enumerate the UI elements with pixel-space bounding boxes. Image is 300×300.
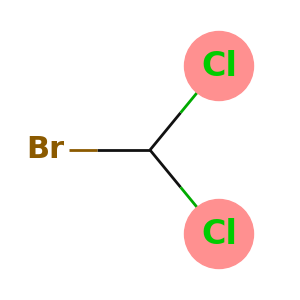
Text: Br: Br bbox=[26, 136, 64, 164]
Circle shape bbox=[184, 32, 254, 101]
Text: Cl: Cl bbox=[201, 50, 237, 82]
Text: Cl: Cl bbox=[201, 218, 237, 250]
Circle shape bbox=[184, 200, 254, 268]
